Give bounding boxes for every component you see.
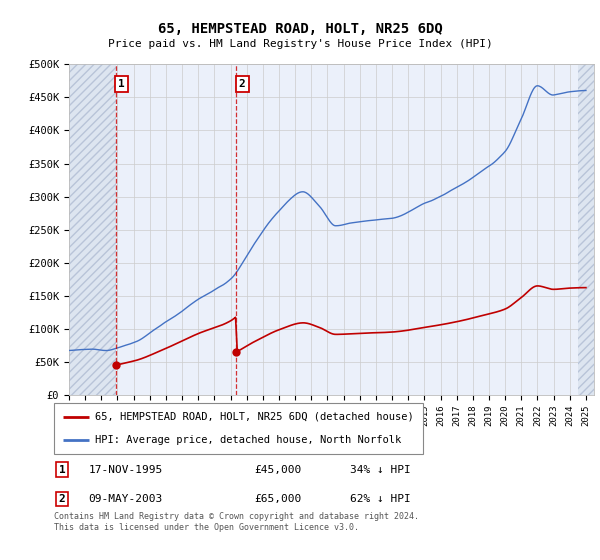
Text: HPI: Average price, detached house, North Norfolk: HPI: Average price, detached house, Nort…: [95, 435, 401, 445]
Text: £65,000: £65,000: [254, 494, 302, 504]
Text: 2: 2: [239, 80, 245, 89]
Bar: [69, 64, 116, 395]
Text: 1: 1: [59, 465, 65, 475]
FancyBboxPatch shape: [54, 403, 423, 454]
Bar: [578, 64, 594, 395]
Text: 09-MAY-2003: 09-MAY-2003: [88, 494, 163, 504]
Text: Price paid vs. HM Land Registry's House Price Index (HPI): Price paid vs. HM Land Registry's House …: [107, 39, 493, 49]
Text: Contains HM Land Registry data © Crown copyright and database right 2024.
This d: Contains HM Land Registry data © Crown c…: [54, 512, 419, 532]
Text: 65, HEMPSTEAD ROAD, HOLT, NR25 6DQ (detached house): 65, HEMPSTEAD ROAD, HOLT, NR25 6DQ (deta…: [95, 412, 413, 422]
Text: 65, HEMPSTEAD ROAD, HOLT, NR25 6DQ: 65, HEMPSTEAD ROAD, HOLT, NR25 6DQ: [158, 22, 442, 36]
Text: £45,000: £45,000: [254, 465, 302, 475]
Text: 17-NOV-1995: 17-NOV-1995: [88, 465, 163, 475]
Text: 2: 2: [59, 494, 65, 504]
Text: 1: 1: [118, 80, 125, 89]
Text: 62% ↓ HPI: 62% ↓ HPI: [350, 494, 410, 504]
Text: 34% ↓ HPI: 34% ↓ HPI: [350, 465, 410, 475]
